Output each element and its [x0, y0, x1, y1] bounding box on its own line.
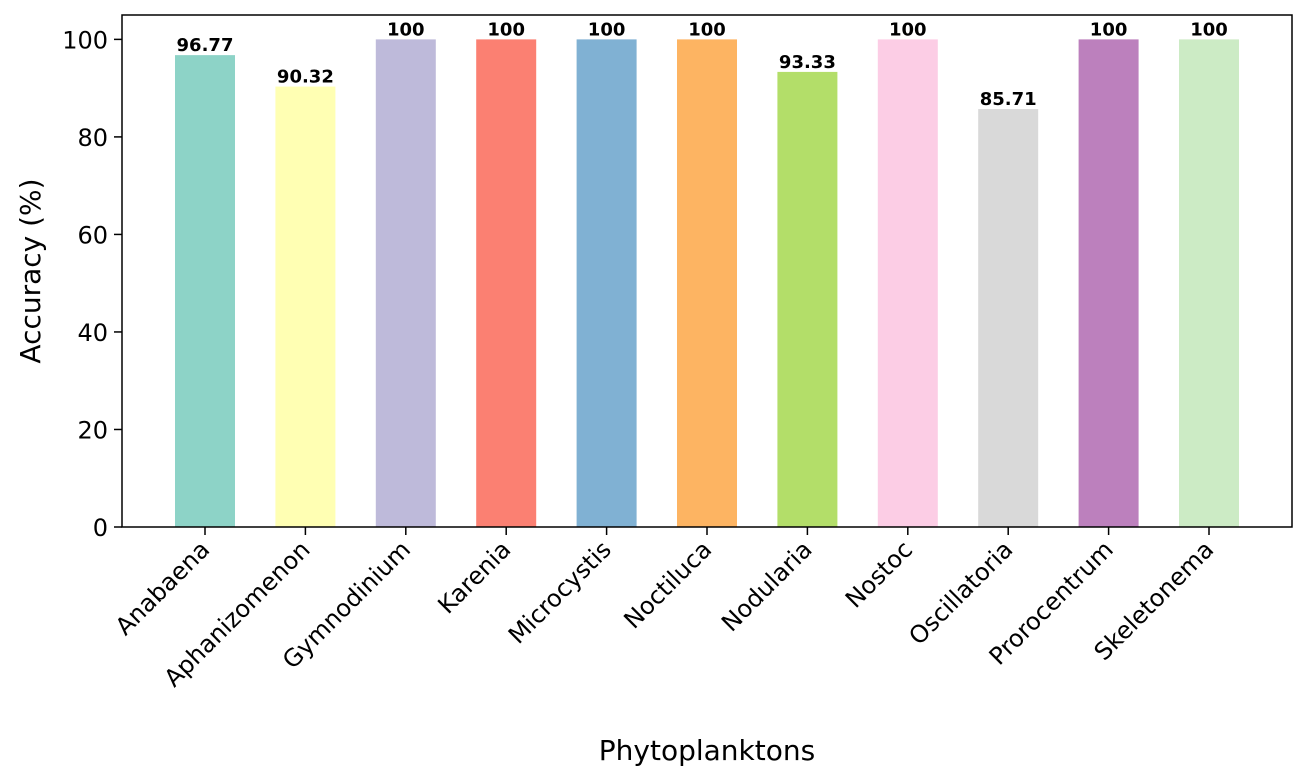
value-label-skeletonema: 100	[1190, 19, 1228, 40]
value-label-anabaena: 96.77	[177, 35, 234, 56]
x-tick-label-karenia: Karenia	[432, 535, 516, 619]
x-tick-label-nodularia: Nodularia	[716, 535, 818, 637]
value-label-oscillatoria: 85.71	[980, 89, 1037, 110]
value-label-nostoc: 100	[889, 19, 927, 40]
y-tick-label: 100	[62, 26, 108, 54]
bar-nostoc	[877, 39, 938, 527]
value-label-karenia: 100	[487, 19, 525, 40]
y-axis-title: Accuracy (%)	[14, 178, 47, 363]
y-tick-label: 20	[77, 416, 108, 444]
bar-karenia	[476, 39, 537, 527]
bar-skeletonema	[1179, 39, 1239, 527]
bar-microcystis	[576, 39, 637, 527]
value-label-aphanizomenon: 90.32	[277, 67, 334, 88]
bar-prorocentrum	[1078, 39, 1139, 527]
bar-gymnodinium	[375, 39, 436, 527]
x-tick-label-nostoc: Nostoc	[840, 535, 918, 613]
bars-layer	[175, 39, 1239, 528]
y-tick-label: 40	[77, 319, 108, 347]
value-label-gymnodinium: 100	[387, 19, 425, 40]
bar-noctiluca	[677, 39, 737, 527]
value-labels-layer: 96.77 90.32 100 100 100 100 93.33 100 85.71 100 10…	[177, 19, 1228, 110]
value-label-prorocentrum: 100	[1090, 19, 1128, 40]
y-tick-label: 80	[77, 124, 108, 152]
value-label-nodularia: 93.33	[779, 52, 836, 73]
y-tick-label: 60	[77, 221, 108, 249]
x-tick-label-microcystis: Microcystis	[503, 535, 617, 649]
bar-aphanizomenon	[275, 86, 336, 528]
y-tick-label: 0	[93, 514, 108, 542]
bar-anabaena	[175, 55, 235, 528]
bar-oscillatoria	[978, 109, 1039, 528]
y-axis: 0 20 40 60 80 100	[62, 26, 122, 542]
bar-nodularia	[777, 71, 838, 527]
x-tick-label-anabaena: Anabaena	[110, 535, 215, 640]
x-axis-title: Phytoplanktons	[599, 734, 815, 767]
value-label-microcystis: 100	[588, 19, 626, 40]
value-label-noctiluca: 100	[688, 19, 726, 40]
x-tick-label-noctiluca: Noctiluca	[618, 535, 717, 634]
